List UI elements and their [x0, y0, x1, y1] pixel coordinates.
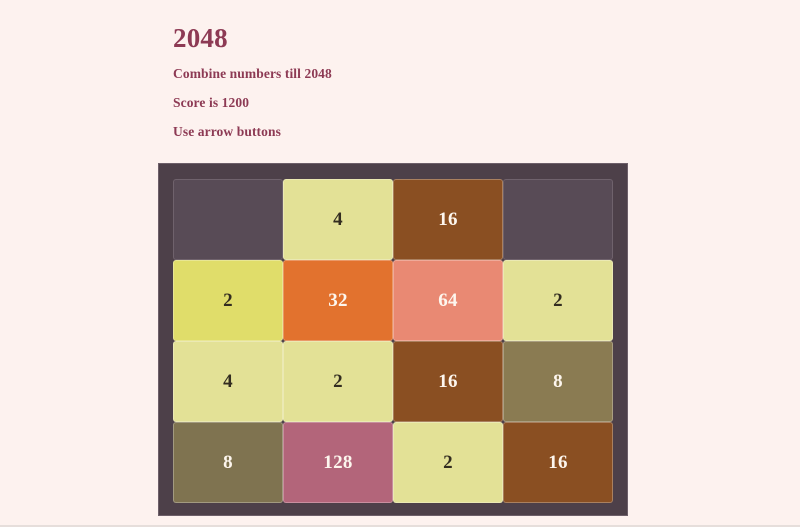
board-row: 4 16	[173, 179, 613, 260]
page-title: 2048	[173, 23, 228, 53]
header: 2048 Combine numbers till 2048 Score is …	[173, 22, 693, 140]
tile-2: 2	[283, 341, 393, 422]
board-row: 2 32 64 2	[173, 260, 613, 341]
tile-4: 4	[173, 341, 283, 422]
tile-8: 8	[503, 341, 613, 422]
board-row: 8 128 2 16	[173, 422, 613, 503]
tile-128: 128	[283, 422, 393, 503]
bottom-divider	[0, 525, 800, 527]
score-display: Score is 1200	[173, 95, 250, 110]
tile-2: 2	[393, 422, 503, 503]
game-board[interactable]: 4 16 2 32 64 2 4 2 16 8 8 128 2 16	[158, 163, 628, 516]
tile-64: 64	[393, 260, 503, 341]
instructions-text: Use arrow buttons	[173, 124, 281, 139]
tile-empty	[173, 179, 283, 260]
tagline-text: Combine numbers till 2048	[173, 66, 332, 81]
tile-16: 16	[393, 179, 503, 260]
tile-2: 2	[173, 260, 283, 341]
tile-16: 16	[393, 341, 503, 422]
tile-16: 16	[503, 422, 613, 503]
tile-empty	[503, 179, 613, 260]
tile-8: 8	[173, 422, 283, 503]
board-row: 4 2 16 8	[173, 341, 613, 422]
tile-4: 4	[283, 179, 393, 260]
tile-2: 2	[503, 260, 613, 341]
tile-32: 32	[283, 260, 393, 341]
